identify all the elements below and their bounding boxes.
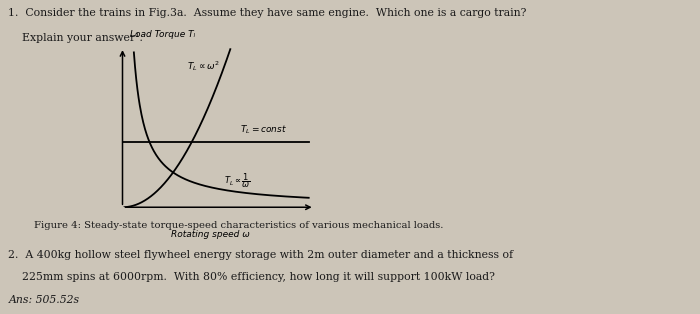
Text: $T_L \propto \omega^2$: $T_L \propto \omega^2$ (187, 59, 220, 73)
Text: $T_L = const$: $T_L = const$ (240, 124, 287, 136)
Text: $T_L \propto \dfrac{1}{\omega}$: $T_L \propto \dfrac{1}{\omega}$ (225, 172, 251, 190)
Text: Rotating speed ω: Rotating speed ω (172, 230, 250, 239)
Text: 225mm spins at 6000rpm.  With 80% efficiency, how long it will support 100kW loa: 225mm spins at 6000rpm. With 80% efficie… (8, 272, 496, 282)
Text: 2.  A 400kg hollow steel flywheel energy storage with 2m outer diameter and a th: 2. A 400kg hollow steel flywheel energy … (8, 250, 514, 260)
Text: Load Torque Tₗ: Load Torque Tₗ (130, 30, 195, 39)
Text: Figure 4: Steady-state torque-speed characteristics of various mechanical loads.: Figure 4: Steady-state torque-speed char… (34, 221, 443, 230)
Text: Ans: 505.52s: Ans: 505.52s (8, 295, 80, 305)
Text: Explain your answer¹.: Explain your answer¹. (8, 33, 144, 43)
Text: 1.  Consider the trains in Fig.3a.  Assume they have same engine.  Which one is : 1. Consider the trains in Fig.3a. Assume… (8, 8, 527, 18)
